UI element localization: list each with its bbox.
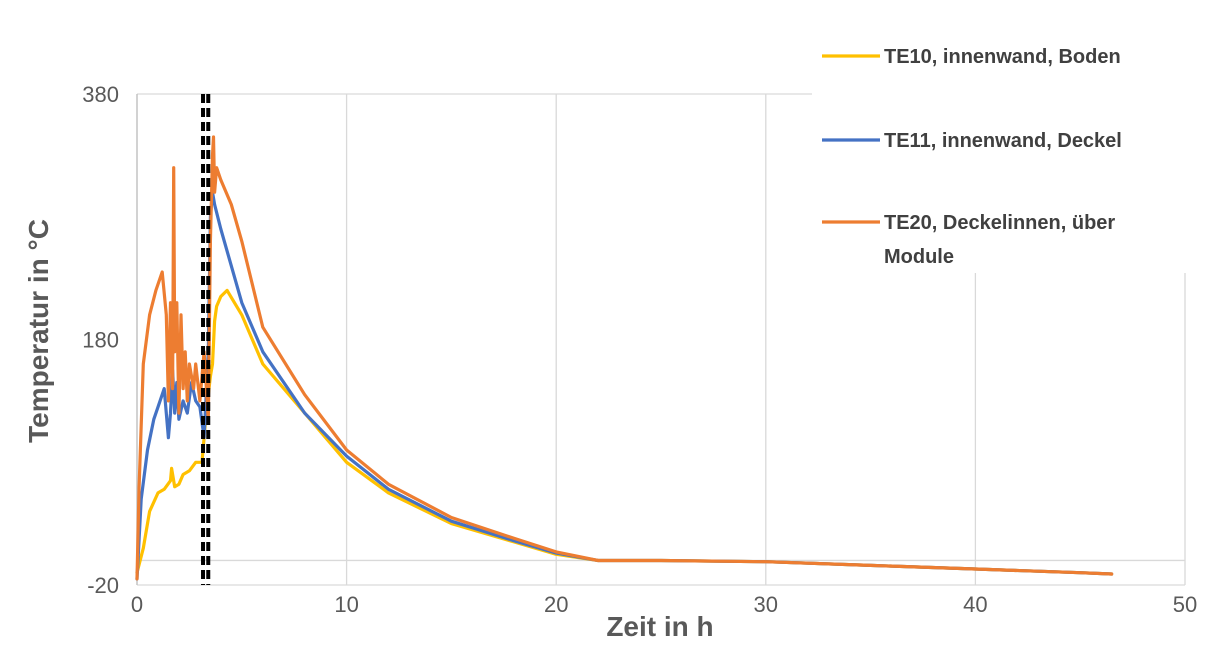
x-tick-label-40: 40 [963,592,987,617]
legend-box [812,18,1202,273]
x-tick-label-20: 20 [544,592,568,617]
x-tick-label-10: 10 [334,592,358,617]
tick-layer: 0 10 20 30 40 50 380 180 -20 [82,82,1197,617]
x-tick-label-30: 30 [754,592,778,617]
legend-label-1: TE10, innenwand, Boden [884,46,1121,68]
legend-label-2: TE11, innenwand, Deckel [884,130,1122,152]
series-line-1 [135,288,1114,576]
y-tick-label-1: 180 [82,328,119,353]
x-tick-label-0: 0 [131,592,143,617]
marker-layer [201,94,211,585]
y-tick-label-0: 380 [82,82,119,107]
x-tick-label-50: 50 [1173,592,1197,617]
y-tick-label-2: -20 [87,573,119,598]
y-axis-title: Temperatur in °C [23,219,54,443]
x-axis-title: Zeit in h [606,611,713,642]
legend-label-3: TE20, Deckelinnen, über Module [884,212,1115,268]
legend: TE10, innenwand, Boden TE11, innenwand, D… [812,18,1202,273]
